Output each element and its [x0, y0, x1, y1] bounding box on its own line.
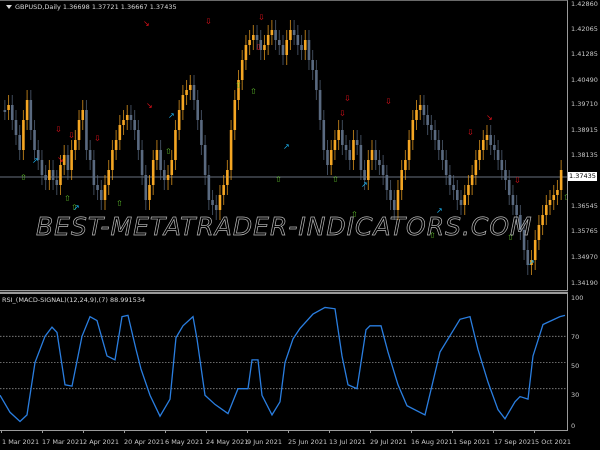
svg-text:⇩: ⇩	[467, 128, 474, 137]
svg-text:⇩: ⇩	[514, 176, 521, 185]
time-axis-label: 2 Apr 2021	[83, 438, 120, 446]
svg-text:⇩: ⇩	[385, 97, 392, 106]
chart-title-text: GBPUSD,Daily 1.36698 1.37721 1.36667 1.3…	[15, 3, 177, 11]
price-axis-label: 1.41285	[571, 50, 598, 58]
svg-text:↘: ↘	[146, 101, 153, 110]
svg-text:⇧: ⇧	[64, 194, 71, 203]
price-axis-label: 1.34190	[571, 279, 598, 287]
time-axis-label: 29 Jul 2021	[370, 438, 407, 446]
price-axis-label: 1.34970	[571, 253, 598, 261]
svg-text:⇧: ⇧	[20, 173, 27, 182]
svg-text:↗: ↗	[73, 203, 80, 212]
indicator-axis-label: 30	[571, 391, 580, 399]
indicator-axis-label: 70	[571, 333, 580, 341]
svg-text:↗: ↗	[528, 258, 535, 267]
chart-title: GBPUSD,Daily 1.36698 1.37721 1.36667 1.3…	[6, 3, 177, 11]
time-axis-label: 1 Sep 2021	[453, 438, 491, 446]
svg-text:⇧: ⇧	[507, 233, 514, 242]
price-axis-label: 1.38915	[571, 126, 598, 134]
price-axis-label: 1.35765	[571, 227, 598, 235]
svg-text:↗: ↗	[168, 111, 175, 120]
indicator-axis-label: 50	[571, 362, 580, 370]
current-price-tag: 1.37435	[568, 172, 597, 181]
indicator-axis-label: 100	[571, 294, 584, 302]
price-axis-label: 1.40490	[571, 76, 598, 84]
svg-text:⇧: ⇧	[332, 175, 339, 184]
chart-canvas: ⇩⇩ ⇩⇩⇩⇩⇩⇩⇩⇩⇩↘↘↘↘⇧⇧⇧ ⇧⇧⇧⇧⇧ ⇧⇧⇧ ⇧⇧↗↗↗↗↗↗↗	[0, 13, 567, 423]
price-chart-panel[interactable]: GBPUSD,Daily 1.36698 1.37721 1.36667 1.3…	[0, 0, 568, 291]
svg-text:⇩: ⇩	[258, 13, 265, 22]
svg-text:⇧: ⇧	[351, 210, 358, 219]
svg-text:↗: ↗	[283, 142, 290, 151]
svg-text:⇩: ⇩	[344, 94, 351, 103]
svg-text:⇧: ⇧	[116, 199, 123, 208]
indicator-axis-label: 0	[571, 422, 576, 430]
time-axis-label: 9 Jun 2021	[247, 438, 282, 446]
svg-text:↗: ↗	[32, 156, 39, 165]
svg-text:⇧: ⇧	[429, 231, 436, 240]
svg-text:↘: ↘	[57, 155, 64, 164]
price-axis-label: 1.42860	[571, 0, 598, 8]
watermark: BEST-METATRADER-INDICATORS.COM	[36, 212, 533, 242]
svg-text:⇩: ⇩	[55, 125, 62, 134]
price-axis-label: 1.42065	[571, 25, 598, 33]
dropdown-triangle-icon[interactable]	[6, 5, 12, 9]
svg-text:⇩: ⇩	[94, 134, 101, 143]
svg-text:⇧: ⇧	[71, 203, 78, 212]
svg-text:⇩: ⇩	[68, 131, 75, 140]
indicator-title: RSI_(MACD-SIGNAL)(12,24,9),(7) 88.991534	[2, 296, 146, 304]
svg-text:⇧: ⇧	[235, 81, 242, 90]
time-axis-label: 5 Oct 2021	[535, 438, 572, 446]
indicator-panel[interactable]: RSI_(MACD-SIGNAL)(12,24,9),(7) 88.991534	[0, 293, 568, 431]
svg-text:↗: ↗	[436, 206, 443, 215]
time-axis-label: 1 Mar 2021	[2, 438, 40, 446]
time-axis-label: 13 Jul 2021	[329, 438, 366, 446]
time-axis-label: 25 Jun 2021	[288, 438, 328, 446]
svg-text:↗: ↗	[361, 180, 368, 189]
svg-text:⇧: ⇧	[563, 193, 567, 202]
panel-separator[interactable]	[0, 290, 568, 293]
svg-text:⇩: ⇩	[339, 109, 346, 118]
svg-text:⇩: ⇩	[205, 17, 212, 26]
time-axis-label: 16 Aug 2021	[411, 438, 453, 446]
price-axis-label: 1.39710	[571, 100, 598, 108]
svg-text:⇧: ⇧	[250, 87, 257, 96]
svg-text:↘: ↘	[143, 19, 150, 28]
price-axis-label: 1.36545	[571, 202, 598, 210]
time-axis-label: 6 May 2021	[165, 438, 204, 446]
time-axis-label: 17 Mar 2021	[42, 438, 84, 446]
svg-text:⇩: ⇩	[255, 43, 262, 52]
svg-text:⇧: ⇧	[165, 147, 172, 156]
time-axis-label: 20 Apr 2021	[124, 438, 165, 446]
svg-text:↘: ↘	[486, 113, 493, 122]
time-axis-label: 17 Sep 2021	[494, 438, 536, 446]
price-axis-label: 1.38135	[571, 151, 598, 159]
time-axis-label: 24 May 2021	[206, 438, 249, 446]
svg-text:⇧: ⇧	[275, 175, 282, 184]
